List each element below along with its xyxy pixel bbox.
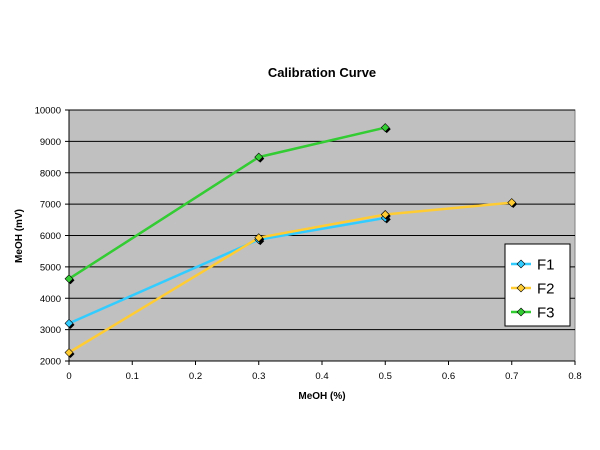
x-tick-label: 0.7: [505, 371, 518, 382]
legend-label: F1: [537, 257, 555, 274]
y-tick-label: 3000: [40, 325, 61, 336]
x-tick-label: 0.3: [252, 371, 265, 382]
y-tick-label: 9000: [40, 137, 61, 148]
tick-labels: 2000 3000 4000 5000 6000 7000 8000 9000 10000 0 0.…: [35, 106, 582, 383]
x-tick-label: 0.8: [568, 371, 581, 382]
x-axis-label: MeOH (%): [298, 391, 345, 402]
y-axis-label: MeOH (mV): [14, 209, 25, 263]
y-tick-label: 8000: [40, 168, 61, 179]
data-point-f2: [64, 348, 74, 357]
data-point-f3: [254, 152, 264, 162]
legend-marker: [516, 259, 526, 269]
x-tick-label: 0.4: [315, 371, 328, 382]
data-point-f1: [64, 318, 74, 328]
data-point-f3: [380, 123, 390, 132]
x-tick-label: 0.6: [442, 371, 455, 382]
y-tick-label: 10000: [35, 106, 61, 117]
x-tick-label: 0.5: [379, 371, 392, 382]
y-tick-label: 2000: [40, 357, 61, 368]
data-point-f2: [254, 233, 264, 243]
y-tick-label: 4000: [40, 294, 61, 305]
data-point-f3: [64, 274, 74, 284]
legend: F1 F2 F3: [504, 243, 571, 327]
y-tick-label: 6000: [40, 231, 61, 242]
data-point-f2: [380, 210, 390, 219]
data-point-f2: [507, 198, 517, 207]
gridlines: [69, 109, 575, 331]
x-tick-label: 0.1: [126, 371, 139, 382]
legend-marker: [516, 307, 526, 317]
series-line-f2: [68, 201, 512, 354]
x-tick-label: 0.2: [189, 371, 202, 382]
series-group: [64, 123, 518, 359]
y-tick-label: 5000: [40, 262, 61, 273]
y-tick-label: 7000: [40, 200, 61, 211]
legend-label: F2: [537, 281, 555, 298]
chart-title: Calibration Curve: [268, 65, 376, 80]
x-tick-label: 0: [66, 371, 71, 382]
legend-label: F3: [537, 305, 555, 322]
legend-marker: [516, 283, 526, 293]
